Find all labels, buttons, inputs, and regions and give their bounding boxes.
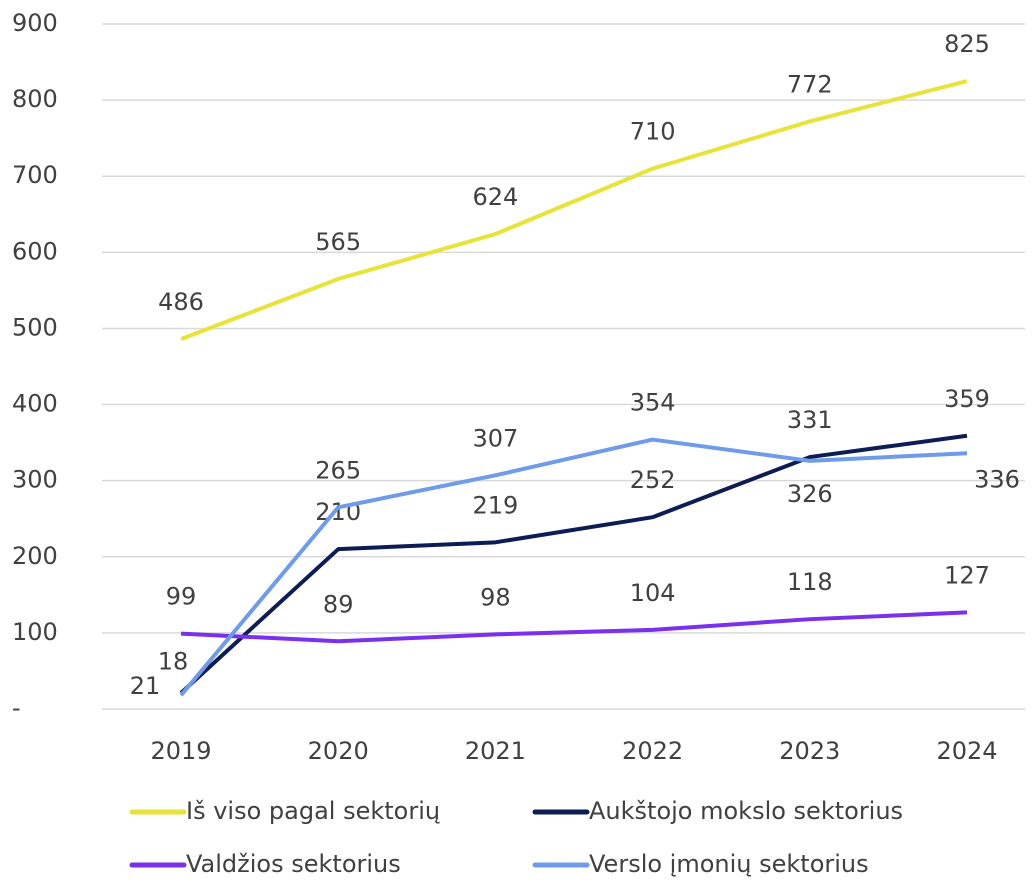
data-label: 326 <box>787 480 833 508</box>
data-label: 825 <box>944 30 990 58</box>
data-label: 624 <box>472 183 518 211</box>
data-label: 565 <box>315 228 361 256</box>
data-label: 265 <box>315 456 361 484</box>
data-label: 104 <box>630 579 676 607</box>
data-label: 118 <box>787 568 833 596</box>
legend-label: Iš viso pagal sektorių <box>186 797 440 825</box>
data-label: 359 <box>944 385 990 413</box>
series-line <box>179 433 968 695</box>
series-line <box>180 79 968 341</box>
data-label: 252 <box>630 466 676 494</box>
data-label: 98 <box>480 583 511 611</box>
y-tick-label: 800 <box>12 85 58 113</box>
data-label: 307 <box>472 424 518 452</box>
y-tick-label: 200 <box>12 542 58 570</box>
y-tick-label: 300 <box>12 466 58 494</box>
x-tick-label: 2022 <box>622 737 683 765</box>
data-label: 89 <box>323 590 354 618</box>
data-label: 486 <box>158 288 204 316</box>
data-label: 127 <box>944 561 990 589</box>
data-label: 219 <box>472 491 518 519</box>
y-tick-label: 500 <box>12 313 58 341</box>
data-label: 710 <box>630 118 676 146</box>
x-tick-label: 2020 <box>308 737 369 765</box>
y-tick-label: 600 <box>12 237 58 265</box>
x-tick-label: 2021 <box>465 737 526 765</box>
y-tick-label: 900 <box>12 9 58 37</box>
legend-label: Verslo įmonių sektorius <box>589 850 869 878</box>
x-tick-label: 2023 <box>779 737 840 765</box>
data-label: 354 <box>630 389 676 417</box>
y-tick-label: 700 <box>12 161 58 189</box>
series-line <box>179 437 968 697</box>
data-label: 99 <box>166 583 197 611</box>
x-tick-label: 2019 <box>150 737 211 765</box>
data-label: 21 <box>130 672 161 700</box>
y-tick-label: 400 <box>12 390 58 418</box>
data-label: 331 <box>787 406 833 434</box>
legend-label: Aukštojo mokslo sektorius <box>589 797 903 825</box>
y-tick-label: 100 <box>12 618 58 646</box>
x-tick-label: 2024 <box>936 737 997 765</box>
data-label: 18 <box>158 647 189 675</box>
data-label: 772 <box>787 70 833 98</box>
y-tick-label: - <box>12 694 21 722</box>
legend-label: Valdžios sektorius <box>186 850 401 878</box>
series-line <box>180 610 968 644</box>
data-label: 336 <box>974 465 1020 493</box>
